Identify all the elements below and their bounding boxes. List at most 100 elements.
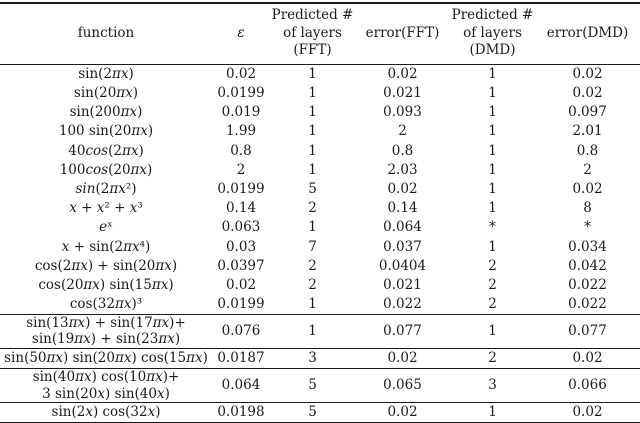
cell-layers-fft: 7 (308, 238, 317, 255)
cell-error-dmd: 0.02 (572, 180, 603, 197)
cell-epsilon: 0.064 (212, 368, 270, 403)
cell-function: eˣ (99, 219, 113, 236)
cell-function: sin(13πx) + sin(17πx)+ sin(19πx) + sin(2… (0, 313, 212, 349)
table-row: sin(2πx) 0.02 1 0.02 1 0.02 (0, 64, 640, 84)
cell-function: cos(32πx)³ (69, 296, 143, 313)
header-row: function ε Predicted # of layers (FFT) e… (0, 3, 640, 65)
table-row: sin(200πx) 0.019 1 0.093 1 0.097 (0, 103, 640, 122)
cell-layers-dmd: 1 (488, 238, 497, 255)
table-row: 100 sin(20πx) 1.99 1 2 1 2.01 (0, 122, 640, 141)
cell-layers-fft: 2 (308, 200, 317, 217)
cell-epsilon: 0.0199 (217, 180, 265, 197)
cell-layers-dmd: 2 (488, 296, 497, 313)
cell-layers-dmd: * (489, 219, 496, 236)
cell-layers-fft: 1 (308, 161, 317, 178)
cell-function: sin(2πx) (78, 65, 134, 82)
cell-function: x + x² + x³ (69, 200, 143, 217)
table-row: sin(40πx) cos(10πx)+ 3 sin(20x) sin(40x)… (0, 368, 640, 403)
cell-layers-fft: 1 (308, 104, 317, 121)
cell-function: x + sin(2πx⁴) (61, 238, 151, 255)
cell-layers-fft: 1 (270, 313, 355, 349)
cell-epsilon: 2 (236, 161, 246, 178)
cell-layers-dmd: 1 (488, 161, 497, 178)
cell-layers-fft: 3 (270, 347, 355, 369)
cell-epsilon: 0.02 (225, 65, 257, 82)
cell-error-fft: 0.021 (383, 85, 422, 102)
cell-layers-fft: 1 (308, 296, 317, 313)
cell-function: cos(20πx) sin(15πx) (38, 276, 174, 293)
cell-function: 100cos(20πx) (59, 161, 153, 178)
cell-function: 100 sin(20πx) (58, 123, 154, 140)
table-row: 40cos(2πx) 0.8 1 0.8 1 0.8 (0, 141, 640, 160)
cell-layers-fft: 1 (308, 65, 317, 82)
cell-function: sin(2x) cos(32x) (0, 402, 212, 423)
cell-error-dmd: * (584, 219, 591, 236)
cell-error-fft: 0.8 (391, 142, 414, 159)
cell-layers-dmd: 3 (450, 368, 535, 403)
cell-epsilon: 1.99 (225, 123, 257, 140)
cell-epsilon: 0.03 (225, 238, 257, 255)
cell-error-dmd: 0.02 (572, 65, 603, 82)
cell-layers-dmd: 1 (488, 142, 497, 159)
cell-epsilon: 0.063 (221, 219, 261, 236)
cell-layers-fft: 2 (308, 276, 317, 293)
cell-epsilon: 0.0198 (212, 402, 270, 423)
cell-layers-fft: 5 (308, 180, 317, 197)
table-row: x + sin(2πx⁴) 0.03 7 0.037 1 0.034 (0, 237, 640, 256)
cell-error-dmd: 0.02 (535, 402, 640, 423)
cell-error-dmd: 0.034 (568, 238, 607, 255)
cell-error-fft: 0.022 (383, 296, 422, 313)
col-header-predicted-layers-fft: Predicted # of layers (FFT) (270, 3, 355, 65)
table-row: eˣ 0.063 1 0.064 * * (0, 218, 640, 237)
table-row: sin(20πx) 0.0199 1 0.021 1 0.02 (0, 84, 640, 103)
cell-error-fft: 0.037 (383, 238, 422, 255)
cell-error-fft: 0.02 (387, 65, 418, 82)
cell-error-dmd: 0.066 (535, 368, 640, 403)
cell-epsilon: 0.0187 (212, 347, 270, 369)
cell-error-dmd: 0.077 (535, 313, 640, 349)
cell-layers-fft: 1 (308, 219, 317, 236)
cell-epsilon: 0.14 (225, 200, 257, 217)
cell-error-dmd: 0.02 (535, 347, 640, 369)
cell-error-fft: 0.064 (383, 219, 422, 236)
col-header-error-fft: error(FFT) (355, 3, 450, 65)
cell-error-fft: 0.02 (387, 180, 418, 197)
cell-error-dmd: 0.042 (568, 257, 607, 274)
cell-layers-fft: 1 (308, 142, 317, 159)
cell-layers-fft: 1 (308, 85, 317, 102)
cell-layers-dmd: 1 (488, 65, 497, 82)
cell-error-dmd: 8 (583, 200, 592, 217)
cell-error-fft: 2 (398, 123, 407, 140)
cell-function: sin(50πx) sin(20πx) cos(15πx) (0, 347, 212, 369)
cell-layers-dmd: 1 (488, 104, 497, 121)
cell-layers-dmd: 2 (488, 276, 497, 293)
cell-epsilon: 0.0397 (217, 257, 265, 274)
col-header-function: function (0, 3, 212, 65)
table-row: cos(32πx)³ 0.0199 1 0.022 2 0.022 (0, 295, 640, 315)
cell-error-dmd: 2.01 (572, 123, 603, 140)
cell-epsilon: 0.8 (230, 142, 252, 159)
cell-layers-dmd: 1 (488, 85, 497, 102)
cell-function: sin(2πx²) (75, 180, 137, 197)
cell-epsilon: 0.019 (221, 104, 261, 121)
cell-epsilon: 0.076 (212, 313, 270, 349)
table-row: sin(2πx²) 0.0199 5 0.02 1 0.02 (0, 180, 640, 199)
cell-error-fft: 0.02 (355, 402, 450, 423)
cell-error-dmd: 0.8 (576, 142, 599, 159)
cell-layers-dmd: 1 (488, 123, 497, 140)
cell-error-fft: 0.021 (383, 276, 422, 293)
cell-error-dmd: 0.097 (568, 104, 607, 121)
cell-layers-dmd: 1 (488, 180, 497, 197)
col-header-epsilon: ε (212, 3, 270, 65)
table-row: cos(20πx) sin(15πx) 0.02 2 0.021 2 0.022 (0, 276, 640, 295)
table-row: sin(50πx) sin(20πx) cos(15πx) 0.0187 3 0.02… (0, 347, 640, 369)
cell-layers-fft: 1 (308, 123, 317, 140)
cell-error-fft: 0.14 (387, 200, 418, 217)
cell-layers-dmd: 2 (450, 347, 535, 369)
cell-epsilon: 0.0199 (217, 85, 265, 102)
cell-layers-dmd: 1 (450, 402, 535, 423)
cell-layers-fft: 2 (308, 257, 317, 274)
cell-error-fft: 0.0404 (378, 257, 427, 274)
cell-error-fft: 2.03 (387, 161, 418, 178)
